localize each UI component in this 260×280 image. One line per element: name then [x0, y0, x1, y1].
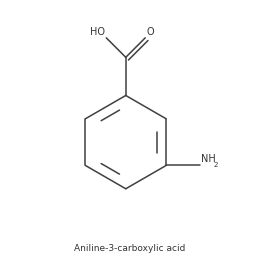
Text: HO: HO — [90, 27, 105, 37]
Text: O: O — [146, 27, 154, 37]
Text: 2: 2 — [213, 162, 218, 167]
Text: Aniline-3-carboxylic acid: Aniline-3-carboxylic acid — [74, 244, 186, 253]
Text: NH: NH — [201, 154, 216, 164]
